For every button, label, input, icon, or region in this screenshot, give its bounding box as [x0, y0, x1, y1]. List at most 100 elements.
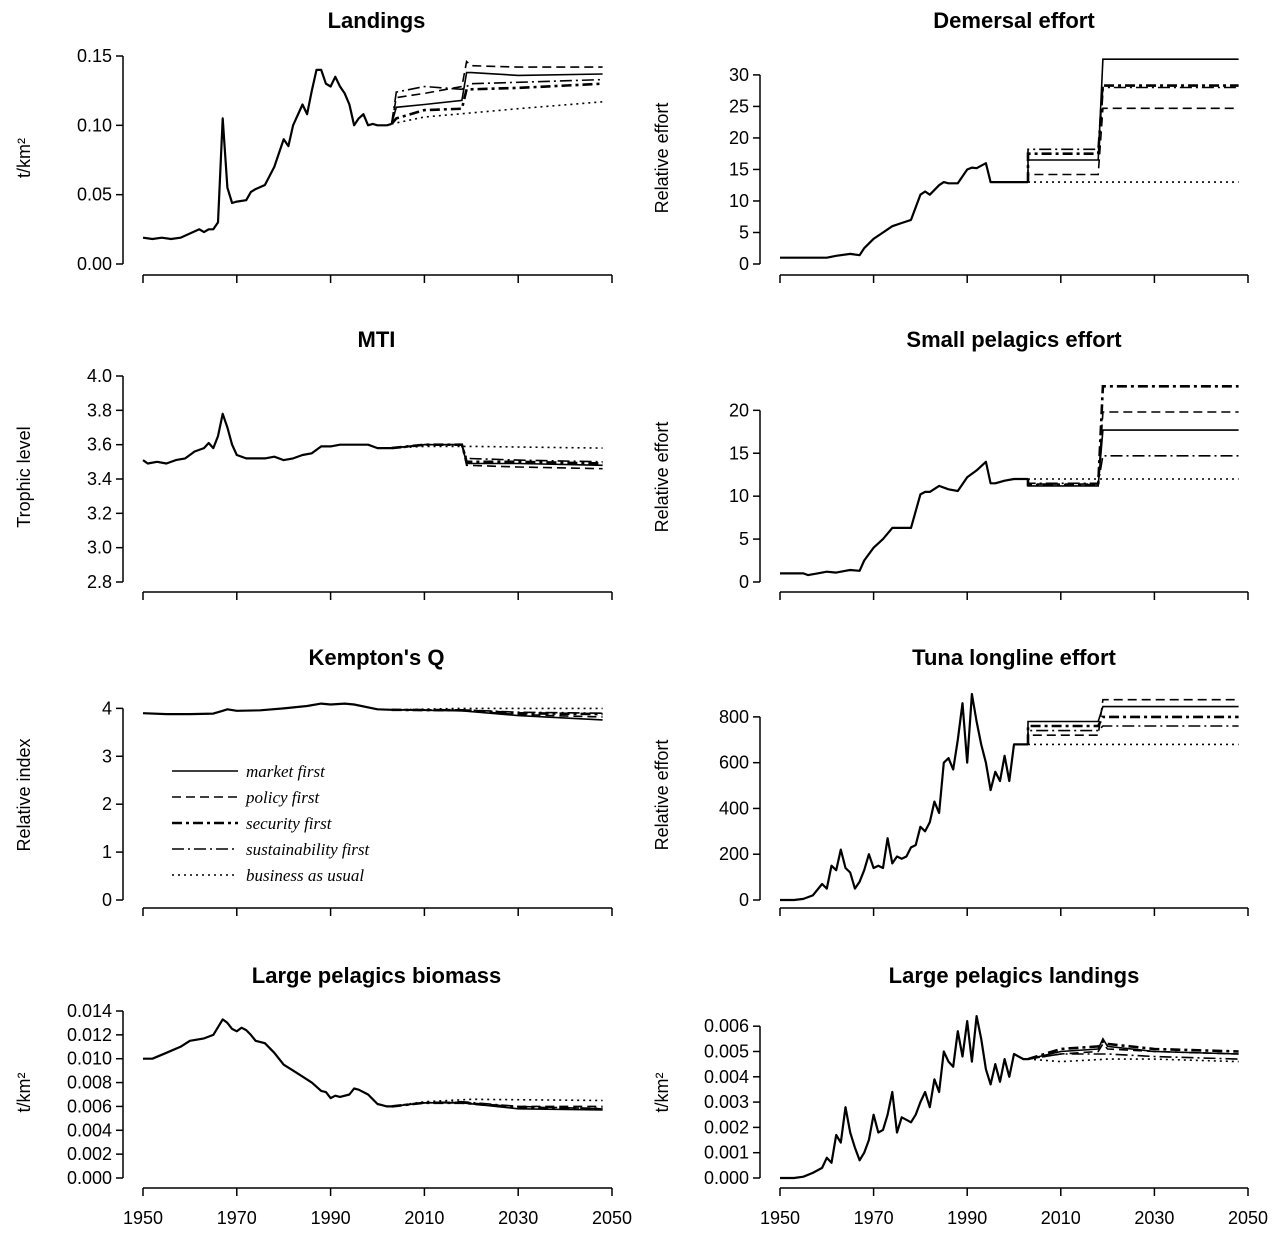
- series-line-security-first: [391, 443, 603, 465]
- legend: market first policy first security first su…: [172, 762, 371, 885]
- panel-title: Demersal effort: [933, 8, 1095, 33]
- chart-panel-8: Large pelagics landings 0.000 0.001 0.002 0.…: [652, 963, 1268, 1228]
- series-line-security-first: [1026, 384, 1239, 487]
- series-line-sustainability-first: [390, 78, 603, 125]
- series-line-sustainability-first: [1027, 86, 1239, 183]
- y-tick-label: 10: [729, 486, 749, 506]
- y-axis-label: t/km²: [652, 1073, 672, 1113]
- series-line-sustainability-first: [391, 1100, 603, 1110]
- series-line-policy-first: [1027, 411, 1239, 485]
- x-tick-label: 2030: [498, 1208, 538, 1228]
- y-tick-label: 600: [719, 753, 749, 773]
- y-axis-label: Relative effort: [652, 103, 672, 214]
- y-tick-label: 3.6: [87, 435, 112, 455]
- y-tick-label: 30: [729, 65, 749, 85]
- y-tick-label: 0.003: [704, 1092, 749, 1112]
- series-line-policy-first: [391, 443, 603, 470]
- y-tick-label: 0.002: [67, 1144, 112, 1164]
- y-tick-label: 0.014: [67, 1001, 112, 1021]
- y-tick-label: 0.006: [704, 1016, 749, 1036]
- chart-panel-4: Small pelagics effort 0 5 10 15 20 Relative ef…: [652, 327, 1249, 600]
- y-tick-label: 3.8: [87, 400, 112, 420]
- series-line-security-first: [1026, 84, 1239, 183]
- y-axis-label: Relative index: [14, 738, 34, 851]
- legend-label: market first: [246, 762, 326, 781]
- y-tick-label: 0: [102, 890, 112, 910]
- panel-title: Kempton's Q: [308, 645, 444, 670]
- panel-title: Small pelagics effort: [906, 327, 1122, 352]
- y-axis-label: Relative effort: [652, 740, 672, 851]
- y-tick-label: 2.8: [87, 572, 112, 592]
- y-axis-label: Relative effort: [652, 422, 672, 533]
- y-tick-label: 0.05: [77, 185, 112, 205]
- y-tick-label: 400: [719, 798, 749, 818]
- chart-panel-3: MTI 2.8 3.0 3.2 3.4 3.6 3.8 4.0 Trophic level: [14, 327, 613, 600]
- panel-title: Tuna longline effort: [912, 645, 1116, 670]
- y-tick-label: 0.004: [67, 1120, 112, 1140]
- historical-line: [780, 1014, 1028, 1180]
- y-tick-label: 0.002: [704, 1117, 749, 1137]
- x-tick-label: 1970: [854, 1208, 894, 1228]
- y-tick-label: 0.10: [77, 115, 112, 135]
- y-axis-label: t/km²: [14, 1073, 34, 1113]
- series-line-market-first: [1027, 58, 1239, 183]
- y-tick-label: 15: [729, 443, 749, 463]
- y-tick-label: 1: [102, 842, 112, 862]
- y-tick-label: 10: [729, 191, 749, 211]
- panel-title: Large pelagics landings: [889, 963, 1140, 988]
- y-tick-label: 3.4: [87, 469, 112, 489]
- y-tick-label: 0: [739, 572, 749, 592]
- legend-label: policy first: [245, 788, 320, 807]
- y-tick-label: 0.15: [77, 46, 112, 66]
- x-tick-label: 2050: [1228, 1208, 1268, 1228]
- y-tick-label: 0.006: [67, 1096, 112, 1116]
- y-tick-label: 0.000: [67, 1168, 112, 1188]
- y-tick-label: 4: [102, 698, 112, 718]
- chart-panel-7: Large pelagics biomass 0.000 0.002 0.004 0.0…: [14, 963, 632, 1228]
- panel-title: Landings: [328, 8, 426, 33]
- y-tick-label: 4.0: [87, 366, 112, 386]
- y-tick-label: 0.001: [704, 1143, 749, 1163]
- x-tick-label: 1950: [123, 1208, 163, 1228]
- x-tick-label: 1950: [760, 1208, 800, 1228]
- y-tick-label: 20: [729, 400, 749, 420]
- y-tick-label: 0.004: [704, 1067, 749, 1087]
- legend-label: sustainability first: [246, 840, 371, 859]
- series-line-market-first: [1027, 429, 1239, 487]
- y-tick-label: 0.005: [704, 1041, 749, 1061]
- series-line-security-first: [390, 82, 603, 125]
- y-tick-label: 3.0: [87, 538, 112, 558]
- historical-line: [143, 1018, 392, 1108]
- y-tick-label: 3.2: [87, 503, 112, 523]
- y-axis-label: t/km²: [14, 138, 34, 178]
- series-line-sustainability-first: [1027, 454, 1239, 485]
- series-line-business-as-usual: [391, 707, 603, 711]
- y-tick-label: 0.000: [704, 1168, 749, 1188]
- y-tick-label: 3: [102, 746, 112, 766]
- y-tick-label: 2: [102, 794, 112, 814]
- series-line-sustainability-first: [391, 708, 603, 714]
- y-tick-label: 25: [729, 96, 749, 116]
- historical-line: [142, 412, 392, 465]
- y-tick-label: 5: [739, 529, 749, 549]
- chart-panel-6: Tuna longline effort 0 200 400 600 800 Relativ…: [652, 645, 1249, 916]
- legend-label: security first: [246, 814, 333, 833]
- y-tick-label: 0.00: [77, 254, 112, 274]
- y-tick-label: 5: [739, 222, 749, 242]
- series-line-policy-first: [390, 59, 603, 125]
- x-tick-label: 2050: [592, 1208, 632, 1228]
- chart-panel-2: Demersal effort 0 5 10 15 20 25 30 Relative effo…: [652, 8, 1249, 283]
- series-line-security-first: [1027, 1039, 1239, 1061]
- y-tick-label: 0: [739, 890, 749, 910]
- historical-line: [780, 162, 1028, 259]
- historical-line: [780, 692, 1028, 902]
- y-tick-label: 800: [719, 707, 749, 727]
- x-tick-label: 2030: [1134, 1208, 1174, 1228]
- x-tick-label: 1990: [947, 1208, 987, 1228]
- y-axis-label: Trophic level: [14, 426, 34, 527]
- y-tick-label: 200: [719, 844, 749, 864]
- legend-label: business as usual: [246, 866, 364, 885]
- panel-title: MTI: [358, 327, 396, 352]
- y-tick-label: 0.010: [67, 1049, 112, 1069]
- panel-title: Large pelagics biomass: [252, 963, 501, 988]
